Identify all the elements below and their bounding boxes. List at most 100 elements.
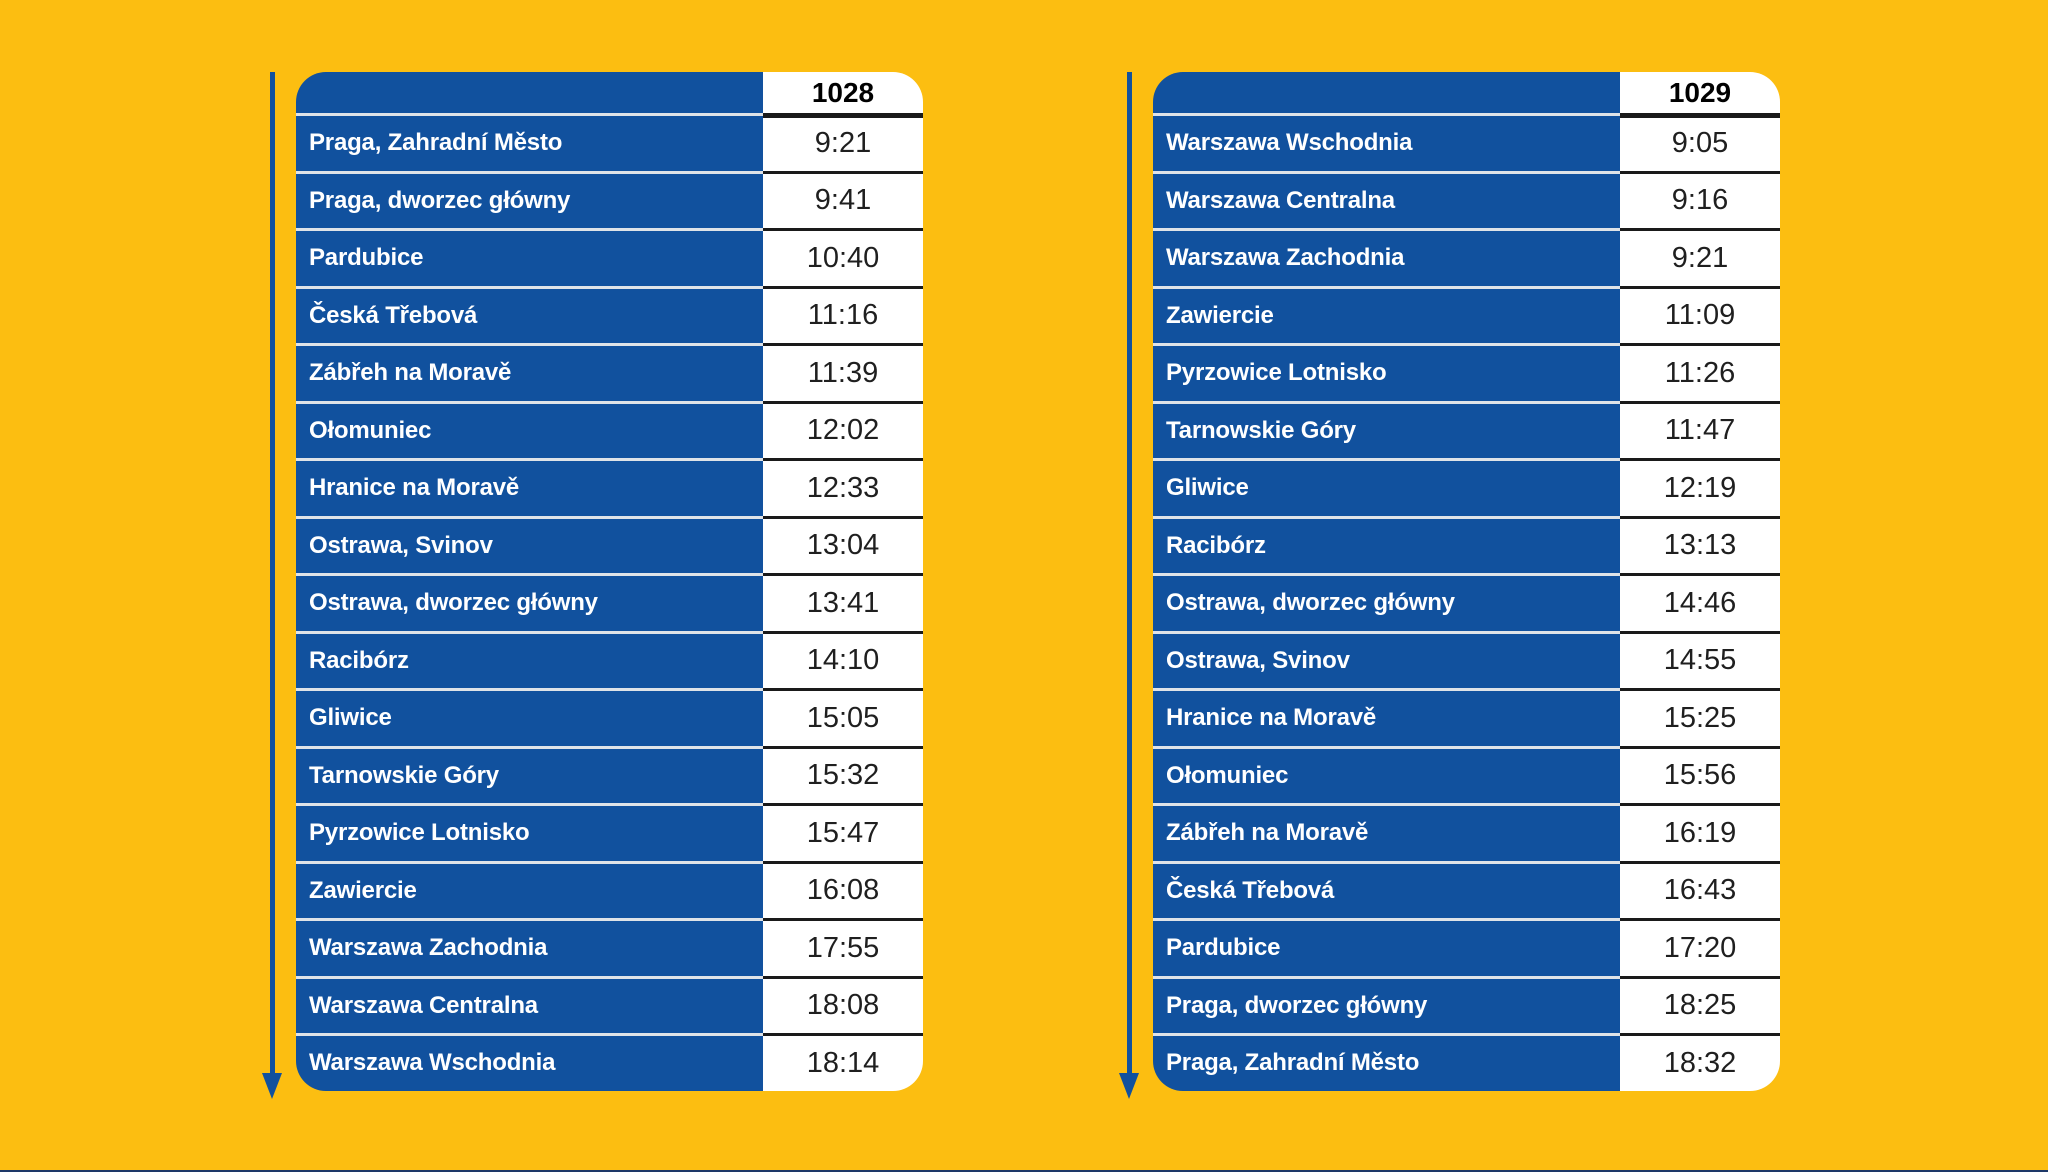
timetable-row: Tarnowskie Góry 15:32 [296,745,923,803]
station-name: Ostrawa, Svinov [296,515,763,573]
timetable-row: Gliwice 15:05 [296,688,923,746]
timetable-row: Warszawa Centralna 9:16 [1153,170,1780,228]
timetable-group-return: 1029 Warszawa Wschodnia 9:05 Warszawa Cent… [1119,72,1780,1099]
bottom-edge-line [0,1170,2048,1172]
departure-time: 11:26 [1620,343,1780,401]
station-name: Pardubice [1153,918,1620,976]
departure-time: 16:43 [1620,860,1780,918]
departure-time: 14:55 [1620,630,1780,688]
station-name: Tarnowskie Góry [296,745,763,803]
station-name: Pyrzowice Lotnisko [1153,343,1620,401]
station-name: Hranice na Moravě [296,458,763,516]
timetable-row: Hranice na Moravě 12:33 [296,458,923,516]
timetable-row: Warszawa Wschodnia 18:14 [296,1033,923,1091]
timetable-row: Warszawa Centralna 18:08 [296,975,923,1033]
timetable-row: Zábřeh na Moravě 11:39 [296,343,923,401]
station-name: Racibórz [296,630,763,688]
timetable-row: Pardubice 17:20 [1153,918,1780,976]
arrow-line [1126,72,1132,1073]
timetable-row: Pardubice 10:40 [296,228,923,286]
timetable-group-outbound: 1028 Praga, Zahradní Město 9:21 Praga, dwo… [262,72,923,1099]
timetable-rows: Warszawa Wschodnia 9:05 Warszawa Centralna… [1153,113,1780,1091]
departure-time: 17:20 [1620,918,1780,976]
station-name: Warszawa Centralna [296,975,763,1033]
timetable-row: Warszawa Wschodnia 9:05 [1153,113,1780,171]
timetable-row: Tarnowskie Góry 11:47 [1153,400,1780,458]
departure-time: 13:41 [763,573,923,631]
timetable-row: Ostrawa, dworzec główny 13:41 [296,573,923,631]
header-spacer-cell [1153,72,1620,113]
station-name: Warszawa Zachodnia [296,918,763,976]
departure-time: 15:47 [763,803,923,861]
departure-time: 16:19 [1620,803,1780,861]
departure-time: 11:16 [763,285,923,343]
arrow-head [1119,1073,1139,1099]
header-spacer-cell [296,72,763,113]
departure-time: 16:08 [763,860,923,918]
departure-time: 11:09 [1620,285,1780,343]
timetable-row: Zábřeh na Moravě 16:19 [1153,803,1780,861]
station-name: Warszawa Zachodnia [1153,228,1620,286]
timetable-row: Ołomuniec 15:56 [1153,745,1780,803]
timetable-row: Praga, Zahradní Město 18:32 [1153,1033,1780,1091]
timetable-row: Praga, Zahradní Město 9:21 [296,113,923,171]
station-name: Zawiercie [296,860,763,918]
timetable-row: Zawiercie 16:08 [296,860,923,918]
timetable-card: 1029 Warszawa Wschodnia 9:05 Warszawa Cent… [1153,72,1780,1091]
arrow-head [262,1073,282,1099]
departure-time: 18:08 [763,975,923,1033]
timetable-row: Ostrawa, Svinov 13:04 [296,515,923,573]
station-name: Warszawa Wschodnia [296,1033,763,1091]
station-name: Česká Třebová [296,285,763,343]
station-name: Zawiercie [1153,285,1620,343]
train-number: 1029 [1620,72,1780,113]
station-name: Praga, dworzec główny [296,170,763,228]
departure-time: 18:14 [763,1033,923,1091]
station-name: Pyrzowice Lotnisko [296,803,763,861]
departure-time: 13:13 [1620,515,1780,573]
station-name: Ostrawa, Svinov [1153,630,1620,688]
departure-time: 12:33 [763,458,923,516]
timetable-row: Česká Třebová 11:16 [296,285,923,343]
station-name: Česká Třebová [1153,860,1620,918]
station-name: Warszawa Wschodnia [1153,113,1620,171]
down-arrow-icon [262,72,282,1099]
timetable-row: Ostrawa, Svinov 14:55 [1153,630,1780,688]
timetable-header-row: 1028 [296,72,923,113]
station-name: Tarnowskie Góry [1153,400,1620,458]
departure-time: 17:55 [763,918,923,976]
timetable-row: Česká Třebová 16:43 [1153,860,1780,918]
timetable-row: Zawiercie 11:09 [1153,285,1780,343]
timetable-row: Warszawa Zachodnia 17:55 [296,918,923,976]
station-name: Gliwice [296,688,763,746]
departure-time: 14:46 [1620,573,1780,631]
departure-time: 15:56 [1620,745,1780,803]
timetable-row: Praga, dworzec główny 9:41 [296,170,923,228]
timetable-row: Hranice na Moravě 15:25 [1153,688,1780,746]
timetable-row: Warszawa Zachodnia 9:21 [1153,228,1780,286]
station-name: Racibórz [1153,515,1620,573]
arrow-line [269,72,275,1073]
station-name: Zábřeh na Moravě [1153,803,1620,861]
departure-time: 9:41 [763,170,923,228]
departure-time: 15:25 [1620,688,1780,746]
departure-time: 11:47 [1620,400,1780,458]
timetable-row: Racibórz 13:13 [1153,515,1780,573]
station-name: Praga, dworzec główny [1153,975,1620,1033]
timetable-row: Pyrzowice Lotnisko 11:26 [1153,343,1780,401]
station-name: Ostrawa, dworzec główny [296,573,763,631]
timetable-header-row: 1029 [1153,72,1780,113]
train-number: 1028 [763,72,923,113]
departure-time: 18:25 [1620,975,1780,1033]
departure-time: 10:40 [763,228,923,286]
timetable-row: Praga, dworzec główny 18:25 [1153,975,1780,1033]
down-arrow-icon [1119,72,1139,1099]
timetable-card: 1028 Praga, Zahradní Město 9:21 Praga, dwo… [296,72,923,1091]
timetable-row: Ołomuniec 12:02 [296,400,923,458]
station-name: Ołomuniec [296,400,763,458]
departure-time: 18:32 [1620,1033,1780,1091]
timetable-row: Ostrawa, dworzec główny 14:46 [1153,573,1780,631]
station-name: Gliwice [1153,458,1620,516]
departure-time: 14:10 [763,630,923,688]
